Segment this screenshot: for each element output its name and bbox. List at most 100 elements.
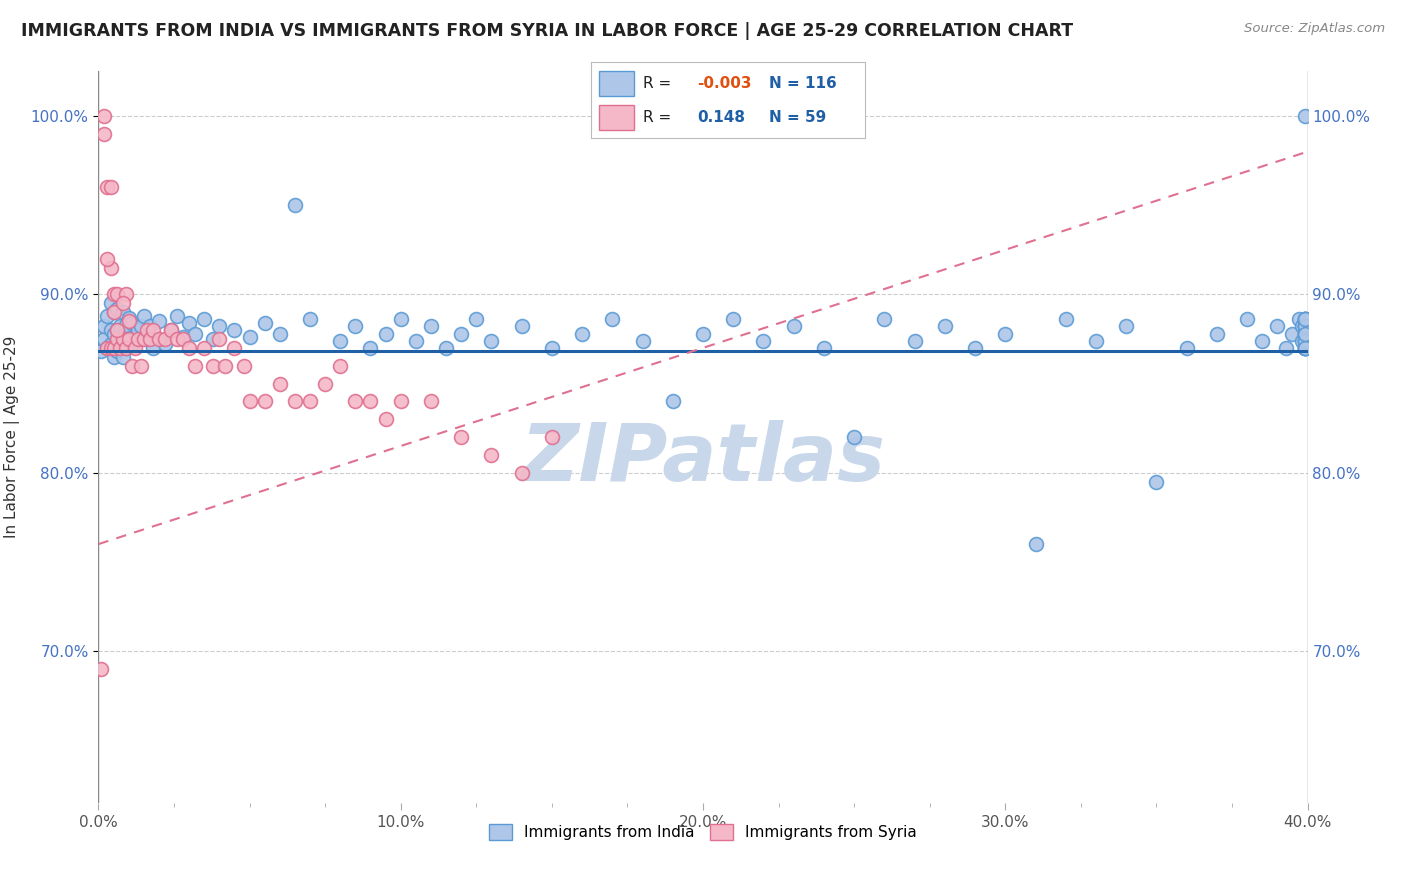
Text: N = 116: N = 116 <box>769 76 837 91</box>
Point <box>124 341 146 355</box>
Point <box>1294 109 1316 123</box>
Point <box>1294 319 1316 334</box>
Point <box>108 319 131 334</box>
Point <box>405 334 427 348</box>
Point <box>314 376 336 391</box>
Point <box>994 326 1017 341</box>
Point <box>1294 319 1316 334</box>
Point <box>284 394 307 409</box>
Point <box>103 341 125 355</box>
Point <box>111 350 134 364</box>
Bar <box>599 70 634 95</box>
Point <box>166 332 188 346</box>
Point <box>1206 326 1229 341</box>
Point <box>142 341 165 355</box>
Point <box>153 337 176 351</box>
Point <box>121 359 143 373</box>
Y-axis label: In Labor Force | Age 25-29: In Labor Force | Age 25-29 <box>4 336 20 538</box>
Point <box>118 310 141 325</box>
Point <box>96 309 118 323</box>
Point <box>103 287 125 301</box>
Point <box>111 305 134 319</box>
Point <box>510 319 533 334</box>
Point <box>124 330 146 344</box>
Point <box>420 394 443 409</box>
Point <box>90 344 112 359</box>
Point <box>540 341 562 355</box>
Point <box>1294 326 1316 341</box>
Point <box>148 314 170 328</box>
Text: ZIPatlas: ZIPatlas <box>520 420 886 498</box>
Point <box>1294 312 1316 326</box>
Point <box>1294 341 1316 355</box>
Point <box>142 323 165 337</box>
Point <box>631 334 654 348</box>
Point <box>1288 312 1310 326</box>
Point <box>965 341 987 355</box>
Point <box>129 359 152 373</box>
Point <box>510 466 533 480</box>
Point <box>1294 334 1316 348</box>
Point <box>481 448 503 462</box>
Point <box>202 359 225 373</box>
Point <box>389 312 412 326</box>
Point <box>93 332 115 346</box>
Point <box>108 341 131 355</box>
Point <box>1054 312 1077 326</box>
Point <box>1294 334 1316 348</box>
Point <box>103 326 125 341</box>
Point <box>1294 341 1316 355</box>
Point <box>389 394 412 409</box>
Point <box>661 394 683 409</box>
Point <box>1294 312 1316 326</box>
Point <box>179 341 201 355</box>
Point <box>184 326 207 341</box>
Point <box>374 326 396 341</box>
Point <box>139 332 162 346</box>
Point <box>299 394 322 409</box>
Point <box>1294 334 1316 348</box>
Point <box>1294 326 1316 341</box>
Point <box>844 430 866 444</box>
Point <box>160 323 183 337</box>
Point <box>172 330 194 344</box>
Point <box>132 309 155 323</box>
Point <box>160 323 183 337</box>
Point <box>253 316 276 330</box>
Point <box>93 109 115 123</box>
Point <box>103 305 125 319</box>
Point <box>1294 312 1316 326</box>
Point <box>344 394 367 409</box>
Point <box>571 326 593 341</box>
Point <box>111 328 134 343</box>
Point <box>118 332 141 346</box>
Point <box>540 430 562 444</box>
Point <box>224 341 246 355</box>
Point <box>374 412 396 426</box>
Point <box>114 341 136 355</box>
Point <box>420 319 443 334</box>
Point <box>103 305 125 319</box>
Point <box>153 332 176 346</box>
Point <box>1294 312 1316 326</box>
Text: Source: ZipAtlas.com: Source: ZipAtlas.com <box>1244 22 1385 36</box>
Point <box>100 337 122 351</box>
Point <box>172 332 194 346</box>
Point <box>692 326 714 341</box>
Point <box>1294 341 1316 355</box>
Point <box>139 319 162 334</box>
Point <box>114 287 136 301</box>
Point <box>813 341 835 355</box>
Text: IMMIGRANTS FROM INDIA VS IMMIGRANTS FROM SYRIA IN LABOR FORCE | AGE 25-29 CORREL: IMMIGRANTS FROM INDIA VS IMMIGRANTS FROM… <box>21 22 1073 40</box>
Point <box>904 334 927 348</box>
Point <box>360 394 382 409</box>
Point <box>450 326 472 341</box>
Point <box>934 319 956 334</box>
Point <box>208 319 231 334</box>
Point <box>1294 334 1316 348</box>
Point <box>1294 341 1316 355</box>
Point <box>214 359 236 373</box>
Point <box>111 332 134 346</box>
Point <box>105 301 128 316</box>
Point <box>1294 319 1316 334</box>
